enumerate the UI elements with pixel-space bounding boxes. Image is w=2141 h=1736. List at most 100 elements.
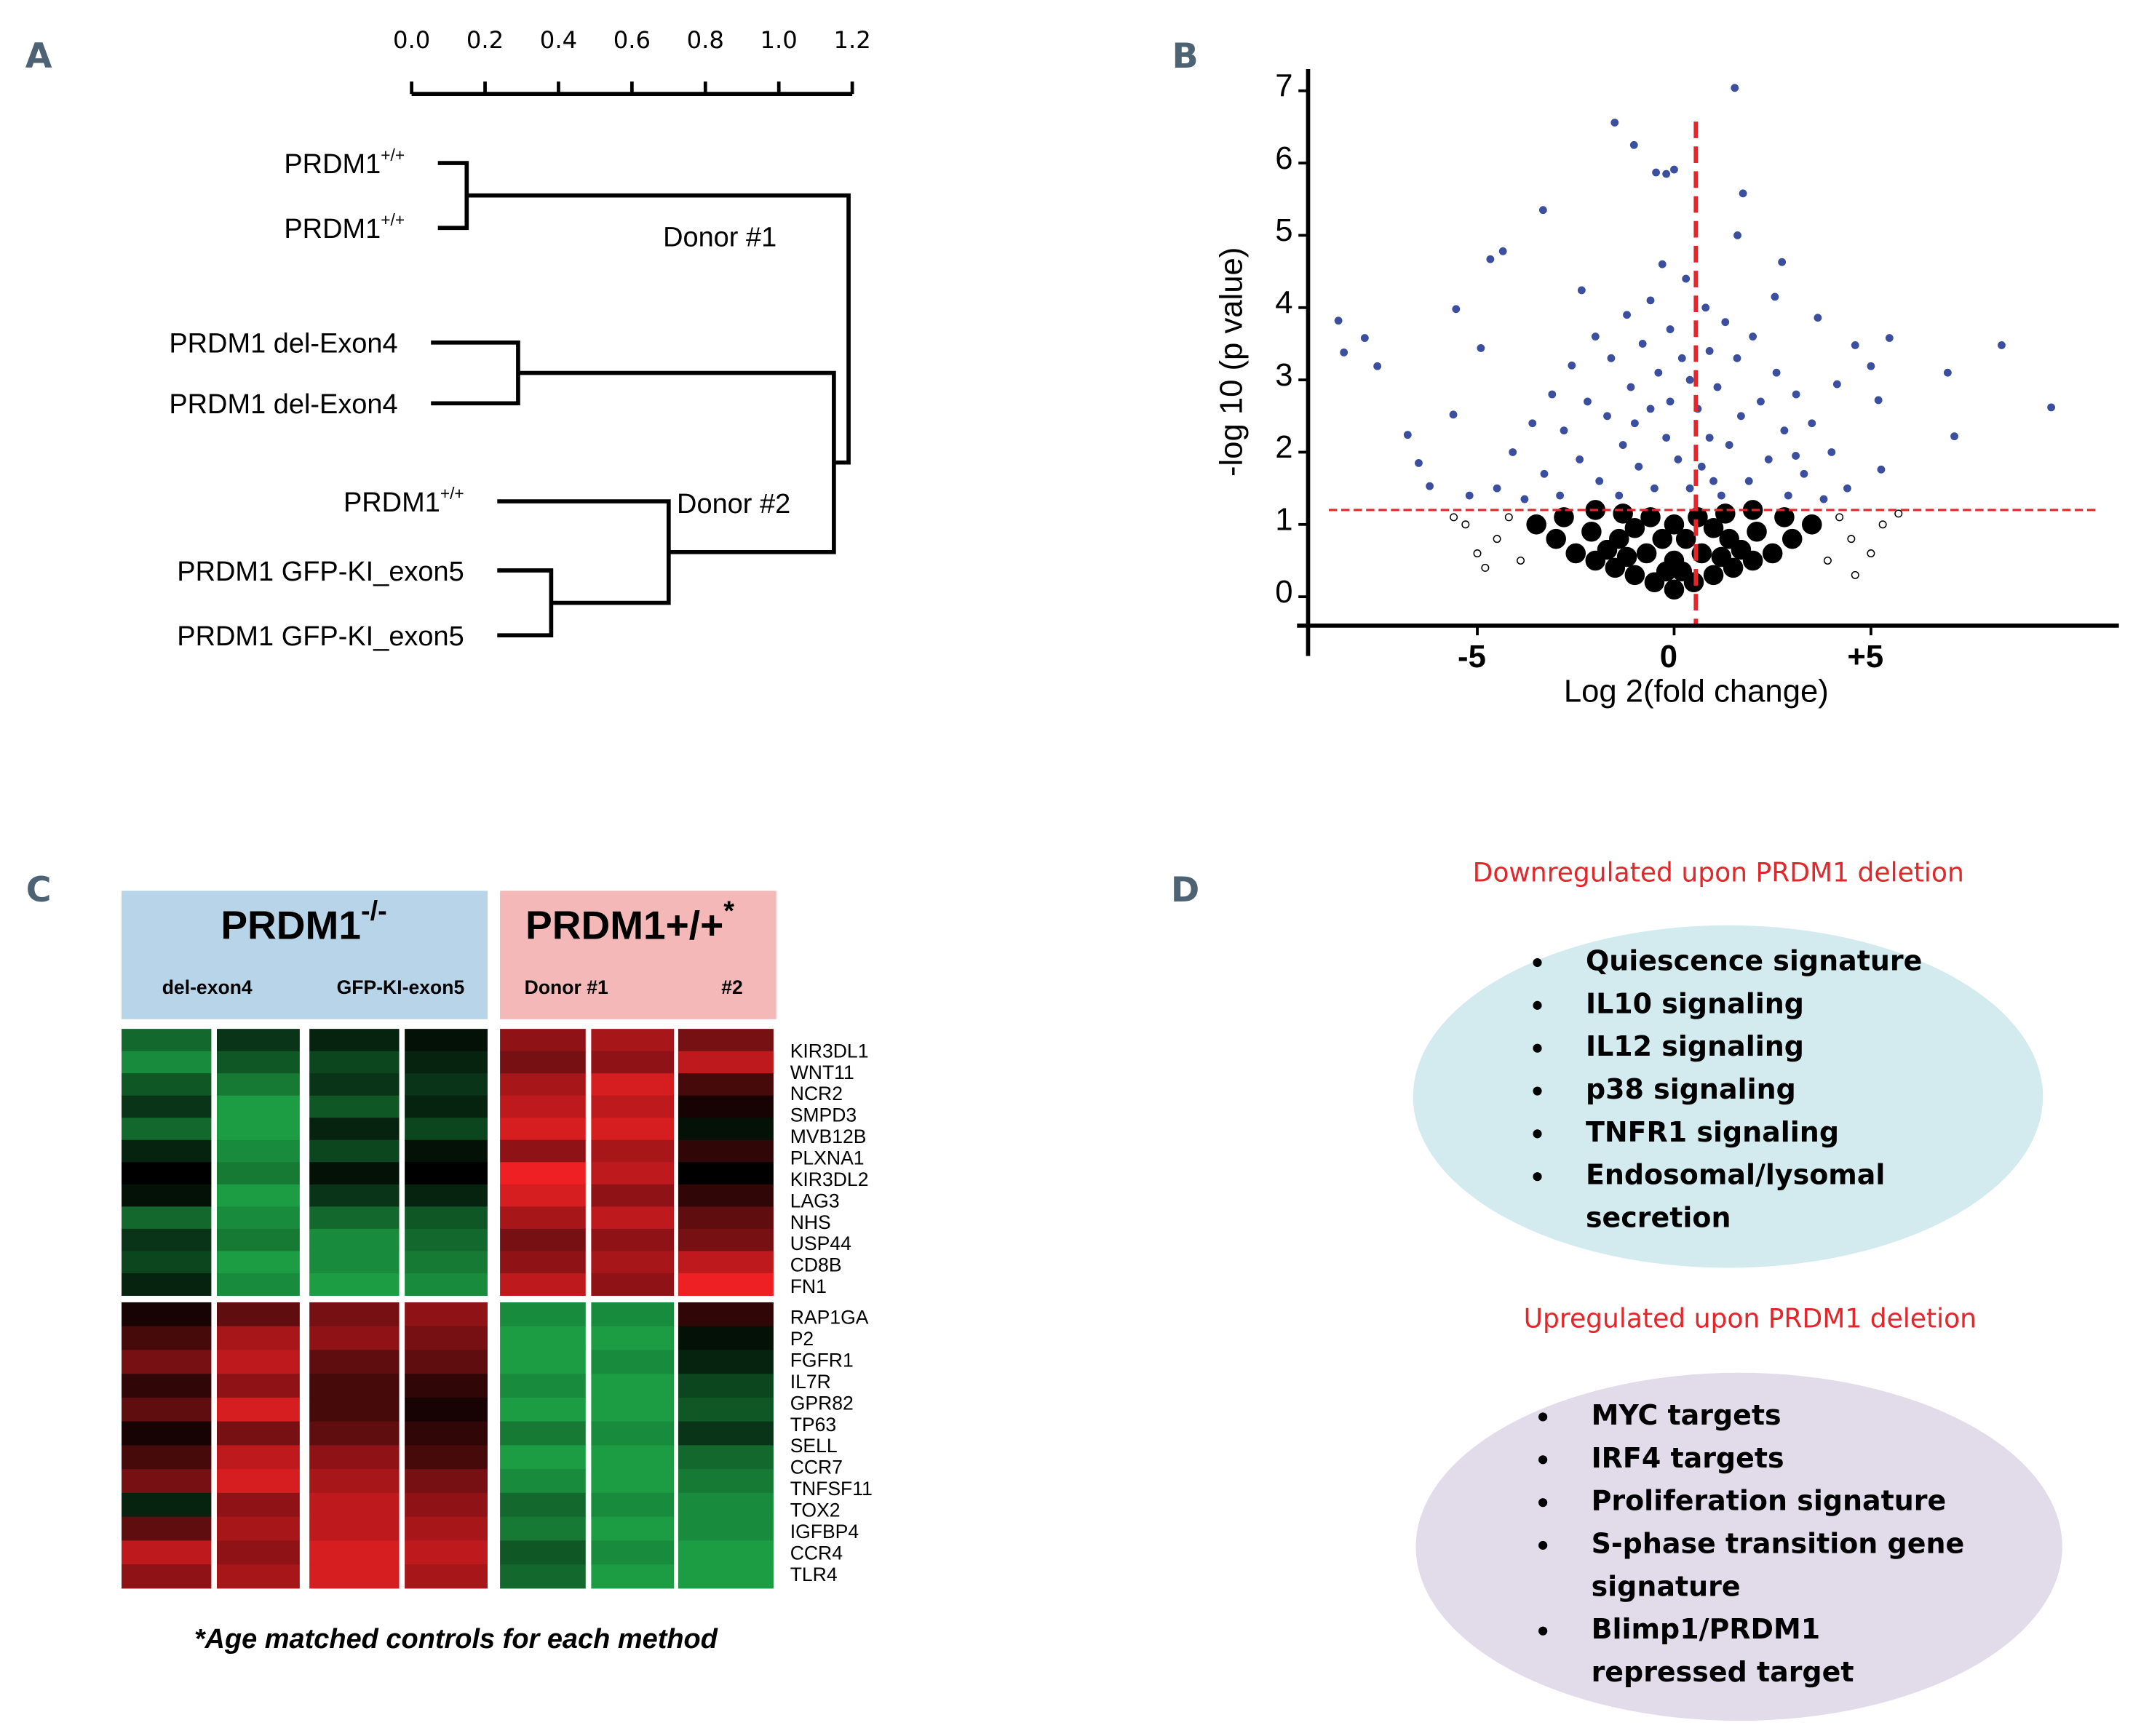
heatmap-cell: [500, 1326, 586, 1350]
heatmap-cell: [591, 1397, 675, 1422]
heatmap-cell: [309, 1051, 400, 1074]
heatmap-cell: [405, 1184, 488, 1207]
heatmap-cell: [405, 1397, 488, 1422]
leaf-label: PRDM1 del-Exon4: [169, 329, 397, 359]
heatmap-cell: [122, 1273, 212, 1297]
heatmap-cell: [591, 1421, 675, 1446]
point: [1640, 507, 1661, 527]
point: [1568, 361, 1576, 370]
heatmap-cell: [309, 1251, 400, 1274]
heatmap-cell: [405, 1073, 488, 1096]
x-tick-label: 1.2: [833, 26, 870, 54]
point: [1577, 286, 1586, 295]
heatmap-cell: [405, 1326, 488, 1350]
point: [1950, 432, 1958, 441]
point: [1847, 535, 1856, 544]
heatmap-cell: [405, 1118, 488, 1141]
heatmap-cell: [591, 1445, 675, 1470]
heatmap-cell: [678, 1445, 774, 1470]
point: [1832, 380, 1841, 389]
gene-label: P2: [790, 1328, 814, 1350]
heatmap-cell: [216, 1469, 300, 1494]
gene-label: TNFSF11: [790, 1478, 873, 1500]
heatmap-cell: [216, 1139, 300, 1163]
heatmap-cell: [309, 1073, 400, 1096]
leaf-label: PRDM1 GFP-KI_exon5: [177, 557, 464, 587]
y-tick-label: 4: [1275, 285, 1292, 321]
heatmap-cell: [216, 1118, 300, 1141]
x-tick-label: -5: [1458, 639, 1486, 674]
point: [1340, 348, 1348, 357]
gene-label: GPR82: [790, 1392, 854, 1414]
bullet: [1533, 1043, 1542, 1053]
heatmap-cell: [405, 1492, 488, 1518]
gene-label: NCR2: [790, 1083, 843, 1104]
leaf-label: PRDM1 GFP-KI_exon5: [177, 621, 464, 652]
y-tick-label: 2: [1275, 429, 1292, 465]
point: [1616, 546, 1637, 568]
group-label-base: PRDM1: [221, 902, 361, 947]
point: [1851, 570, 1859, 579]
point: [1528, 419, 1537, 428]
heatmap-cell: [500, 1492, 586, 1518]
subgroup-label: GFP-KI-exon5: [337, 976, 465, 998]
point: [1486, 255, 1495, 263]
point: [1878, 520, 1887, 529]
point: [2047, 403, 2056, 412]
heatmap-cell: [405, 1516, 488, 1541]
heatmap-cell: [216, 1228, 300, 1251]
heatmap-cell: [122, 1073, 212, 1096]
point: [1703, 565, 1724, 586]
heatmap-cell: [216, 1206, 300, 1230]
leaf-label-base: PRDM1 GFP-KI_exon5: [177, 621, 464, 652]
bullet: [1533, 957, 1542, 968]
heatmap-cell: [500, 1469, 586, 1494]
point: [1546, 528, 1566, 549]
point: [1672, 561, 1693, 582]
point: [1867, 549, 1875, 558]
point: [1591, 333, 1600, 341]
subgroup-label: Donor #1: [525, 976, 608, 998]
heatmap-cell: [216, 1516, 300, 1541]
group-label: PRDM1+/+*: [525, 896, 734, 948]
point: [1450, 513, 1458, 522]
leaf-label-base: PRDM1: [343, 487, 440, 518]
point: [1697, 462, 1706, 471]
heatmap-cell: [591, 1350, 675, 1374]
group-label: PRDM1-/-: [221, 896, 386, 948]
heatmap-cell: [122, 1374, 212, 1398]
heatmap-cell: [309, 1162, 400, 1185]
heatmap-cell: [405, 1421, 488, 1446]
point: [1615, 491, 1624, 500]
point: [1877, 465, 1886, 474]
heatmap-cell: [309, 1326, 400, 1350]
heatmap-cell: [405, 1273, 488, 1297]
dendrogram-link: [466, 193, 851, 465]
x-tick-label: 0.4: [540, 26, 577, 54]
point: [1603, 412, 1611, 421]
y-tick-label: 0: [1275, 574, 1292, 610]
heatmap-cell: [216, 1184, 300, 1207]
heatmap-cell: [500, 1095, 586, 1118]
point: [1749, 333, 1757, 341]
leaf-label-sup: +/+: [381, 146, 405, 164]
point: [1814, 314, 1822, 322]
point: [1774, 507, 1795, 527]
point: [1867, 362, 1875, 370]
list-item: secretion: [1586, 1202, 1731, 1234]
point: [1662, 434, 1671, 442]
heatmap-cell: [591, 1326, 675, 1350]
heatmap-cell: [216, 1251, 300, 1274]
heatmap-cell: [122, 1445, 212, 1470]
heatmap-cell: [591, 1118, 675, 1141]
point: [1560, 426, 1568, 435]
point: [1747, 521, 1767, 542]
leaf-label-base: PRDM1 del-Exon4: [169, 329, 397, 359]
heatmap-cell: [216, 1421, 300, 1446]
heatmap-cell: [122, 1564, 212, 1589]
heatmap-cell: [500, 1302, 586, 1327]
bullet: [1538, 1626, 1548, 1636]
heatmap-cell: [405, 1029, 488, 1052]
point: [1736, 412, 1745, 421]
